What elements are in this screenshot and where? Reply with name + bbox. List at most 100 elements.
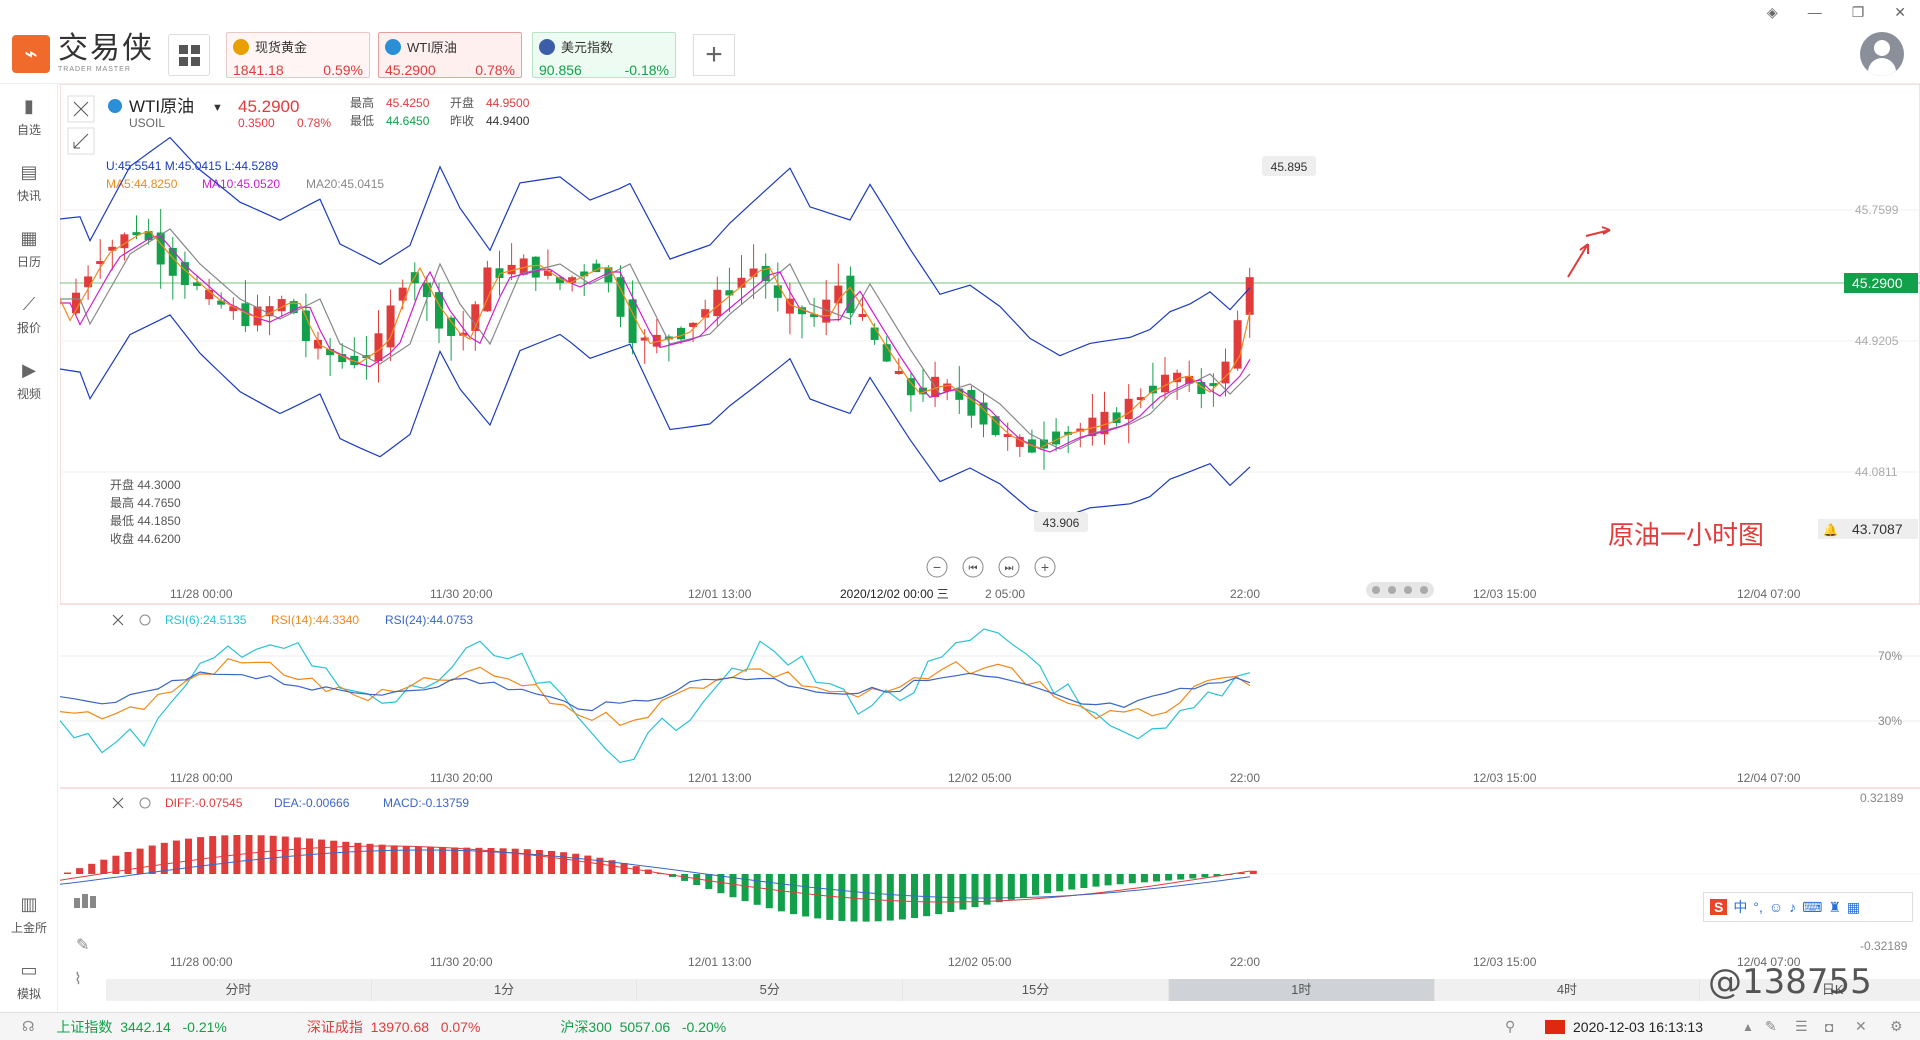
candle bbox=[592, 263, 601, 273]
nav-item-watchlist[interactable]: ▮ 自选 bbox=[16, 96, 41, 137]
quote-tab-usd-index[interactable]: 美元指数 90.856 -0.18% bbox=[532, 32, 676, 78]
chart-area[interactable]: WTI原油 ▼ USOIL 45.2900 0.3500 0.78% 最高 45… bbox=[59, 83, 1920, 1012]
nav-item-calendar[interactable]: ▦ 日历 bbox=[16, 228, 41, 269]
close-icon[interactable]: ✕ bbox=[1894, 4, 1906, 20]
macd-bar bbox=[402, 846, 410, 874]
tray-up-icon[interactable]: ▲ bbox=[1742, 1019, 1754, 1034]
headset-icon[interactable]: ☊ bbox=[22, 1018, 35, 1034]
mute-icon[interactable]: ✕ bbox=[1855, 1018, 1867, 1034]
tab-change: 0.59% bbox=[323, 62, 363, 78]
scroll-end-button[interactable]: ⏭ bbox=[998, 556, 1020, 578]
macd-tick: -0.32189 bbox=[1860, 939, 1908, 953]
status-index[interactable]: 沪深300 5057.06 -0.20% bbox=[560, 1018, 727, 1035]
indicator-toggle-icon[interactable] bbox=[74, 894, 96, 908]
candle bbox=[350, 355, 359, 366]
macd-bar bbox=[548, 850, 555, 874]
x-tick: 12/03 15:00 bbox=[1473, 587, 1537, 601]
punctuation-icon[interactable]: °, bbox=[1753, 899, 1763, 915]
rsi6-value: RSI(6):24.5135 bbox=[165, 613, 247, 627]
settings-icon[interactable] bbox=[139, 797, 151, 809]
macd-bar bbox=[172, 840, 180, 874]
zoom-out-button[interactable]: − bbox=[926, 556, 948, 578]
emoji-icon[interactable]: ☺ bbox=[1768, 899, 1784, 915]
candle bbox=[568, 277, 577, 283]
macd-bar bbox=[693, 874, 701, 885]
candle bbox=[120, 234, 129, 249]
zoom-in-button[interactable]: + bbox=[1034, 556, 1056, 578]
timeframe-tab[interactable]: 分时 bbox=[106, 979, 372, 1001]
grid-layout-button[interactable] bbox=[168, 34, 210, 76]
candle bbox=[338, 354, 347, 363]
keyboard-icon[interactable]: ⌨ bbox=[1802, 898, 1823, 915]
timeframe-tab[interactable]: 日K bbox=[1700, 979, 1920, 1001]
macd-bar bbox=[971, 874, 979, 908]
macd-bar bbox=[1165, 874, 1173, 881]
tray-edit-icon[interactable]: ✎ bbox=[1765, 1018, 1777, 1034]
close-macd-button[interactable] bbox=[112, 797, 124, 809]
candle bbox=[1161, 374, 1169, 393]
watermark: @138755 bbox=[1708, 962, 1872, 1002]
candle bbox=[737, 277, 746, 288]
nav-item-video[interactable]: ▶ 视频 bbox=[16, 360, 41, 401]
scroll-start-button[interactable]: ⏮ bbox=[962, 556, 984, 578]
nav-item-quotes[interactable]: ⟋ 报价 bbox=[16, 294, 41, 335]
rsi24-value: RSI(24):44.0753 bbox=[385, 613, 473, 627]
collapse-button[interactable] bbox=[67, 127, 95, 155]
diff-line bbox=[59, 845, 1251, 903]
candle bbox=[822, 299, 831, 323]
settings-icon[interactable] bbox=[139, 614, 151, 626]
bell-icon: 🔔 bbox=[1823, 523, 1838, 537]
camera-icon[interactable]: ◘ bbox=[1825, 1018, 1834, 1035]
macd-bar bbox=[608, 860, 616, 874]
draw-tool-icon[interactable]: ✎ bbox=[76, 937, 89, 954]
status-index[interactable]: 深证成指 13970.68 0.07% bbox=[306, 1018, 481, 1035]
avatar[interactable] bbox=[1860, 32, 1904, 76]
network-icon[interactable]: ⚲ bbox=[1505, 1018, 1516, 1034]
alert-price-tag[interactable] bbox=[1818, 519, 1918, 539]
scroll-dots[interactable] bbox=[1366, 582, 1434, 598]
macd-bar bbox=[124, 852, 132, 874]
candle bbox=[84, 276, 93, 288]
add-tab-button[interactable]: + bbox=[693, 34, 735, 76]
skin-icon[interactable]: ◈ bbox=[1766, 4, 1778, 20]
timeframe-tab-active[interactable]: 1时 bbox=[1168, 979, 1435, 1001]
symbol-name[interactable]: WTI原油 bbox=[129, 97, 194, 116]
close-chart-button[interactable] bbox=[67, 95, 95, 123]
ime-toolbar[interactable]: S 中 °, ☺ ♪ ⌨ ♜ ▦ bbox=[1703, 892, 1913, 922]
restore-icon[interactable]: ❐ bbox=[1851, 4, 1865, 20]
candle bbox=[906, 378, 915, 396]
candle bbox=[689, 322, 698, 327]
macd-bar bbox=[511, 848, 519, 874]
candle bbox=[217, 300, 226, 305]
macd-bar bbox=[717, 874, 725, 894]
nav-item-news[interactable]: ▤ 快讯 bbox=[16, 162, 41, 203]
symbol-dropdown-icon[interactable]: ▼ bbox=[212, 102, 223, 114]
ime-mode[interactable]: 中 bbox=[1733, 899, 1748, 915]
close-rsi-button[interactable] bbox=[112, 614, 124, 626]
nav-item-sge[interactable]: ▥ 上金所 bbox=[10, 894, 47, 935]
timeframe-tab[interactable]: 4时 bbox=[1435, 979, 1701, 1001]
toolbox-icon[interactable]: ▦ bbox=[1846, 898, 1861, 915]
macd-bar bbox=[1116, 874, 1124, 885]
macd-bar bbox=[632, 866, 640, 874]
mic-icon[interactable]: ♪ bbox=[1789, 899, 1797, 915]
low-marker-label: 43.906 bbox=[1043, 516, 1080, 530]
macd-bar bbox=[306, 838, 313, 874]
quote-tab-wti[interactable]: WTI原油 45.2900 0.78% bbox=[378, 32, 522, 78]
timeframe-tab[interactable]: 15分 bbox=[903, 979, 1169, 1001]
quote-tab-gold[interactable]: 现货黄金 1841.18 0.59% bbox=[226, 32, 370, 78]
x-tick: 12/01 13:00 bbox=[688, 955, 752, 969]
nav-item-simulate[interactable]: ▭ 模拟 bbox=[16, 960, 41, 1001]
indicator-icon[interactable]: ⌇ bbox=[74, 971, 82, 988]
timeframe-tab[interactable]: 5分 bbox=[637, 979, 904, 1001]
skin-icon[interactable]: ♜ bbox=[1828, 898, 1841, 915]
tray-list-icon[interactable]: ☰ bbox=[1795, 1018, 1808, 1034]
macd-bar bbox=[814, 874, 822, 919]
timeframe-tab[interactable]: 1分 bbox=[372, 979, 638, 1001]
status-index[interactable]: 上证指数 3442.14 -0.21% bbox=[56, 1018, 227, 1035]
minimize-icon[interactable]: — bbox=[1807, 4, 1822, 20]
indicator-lines bbox=[59, 136, 1251, 521]
settings-icon[interactable]: ⚙ bbox=[1890, 1018, 1903, 1034]
ma20-value: MA20:45.0415 bbox=[306, 177, 384, 191]
chart-canvas[interactable]: WTI原油 ▼ USOIL 45.2900 0.3500 0.78% 最高 45… bbox=[59, 83, 1920, 1012]
